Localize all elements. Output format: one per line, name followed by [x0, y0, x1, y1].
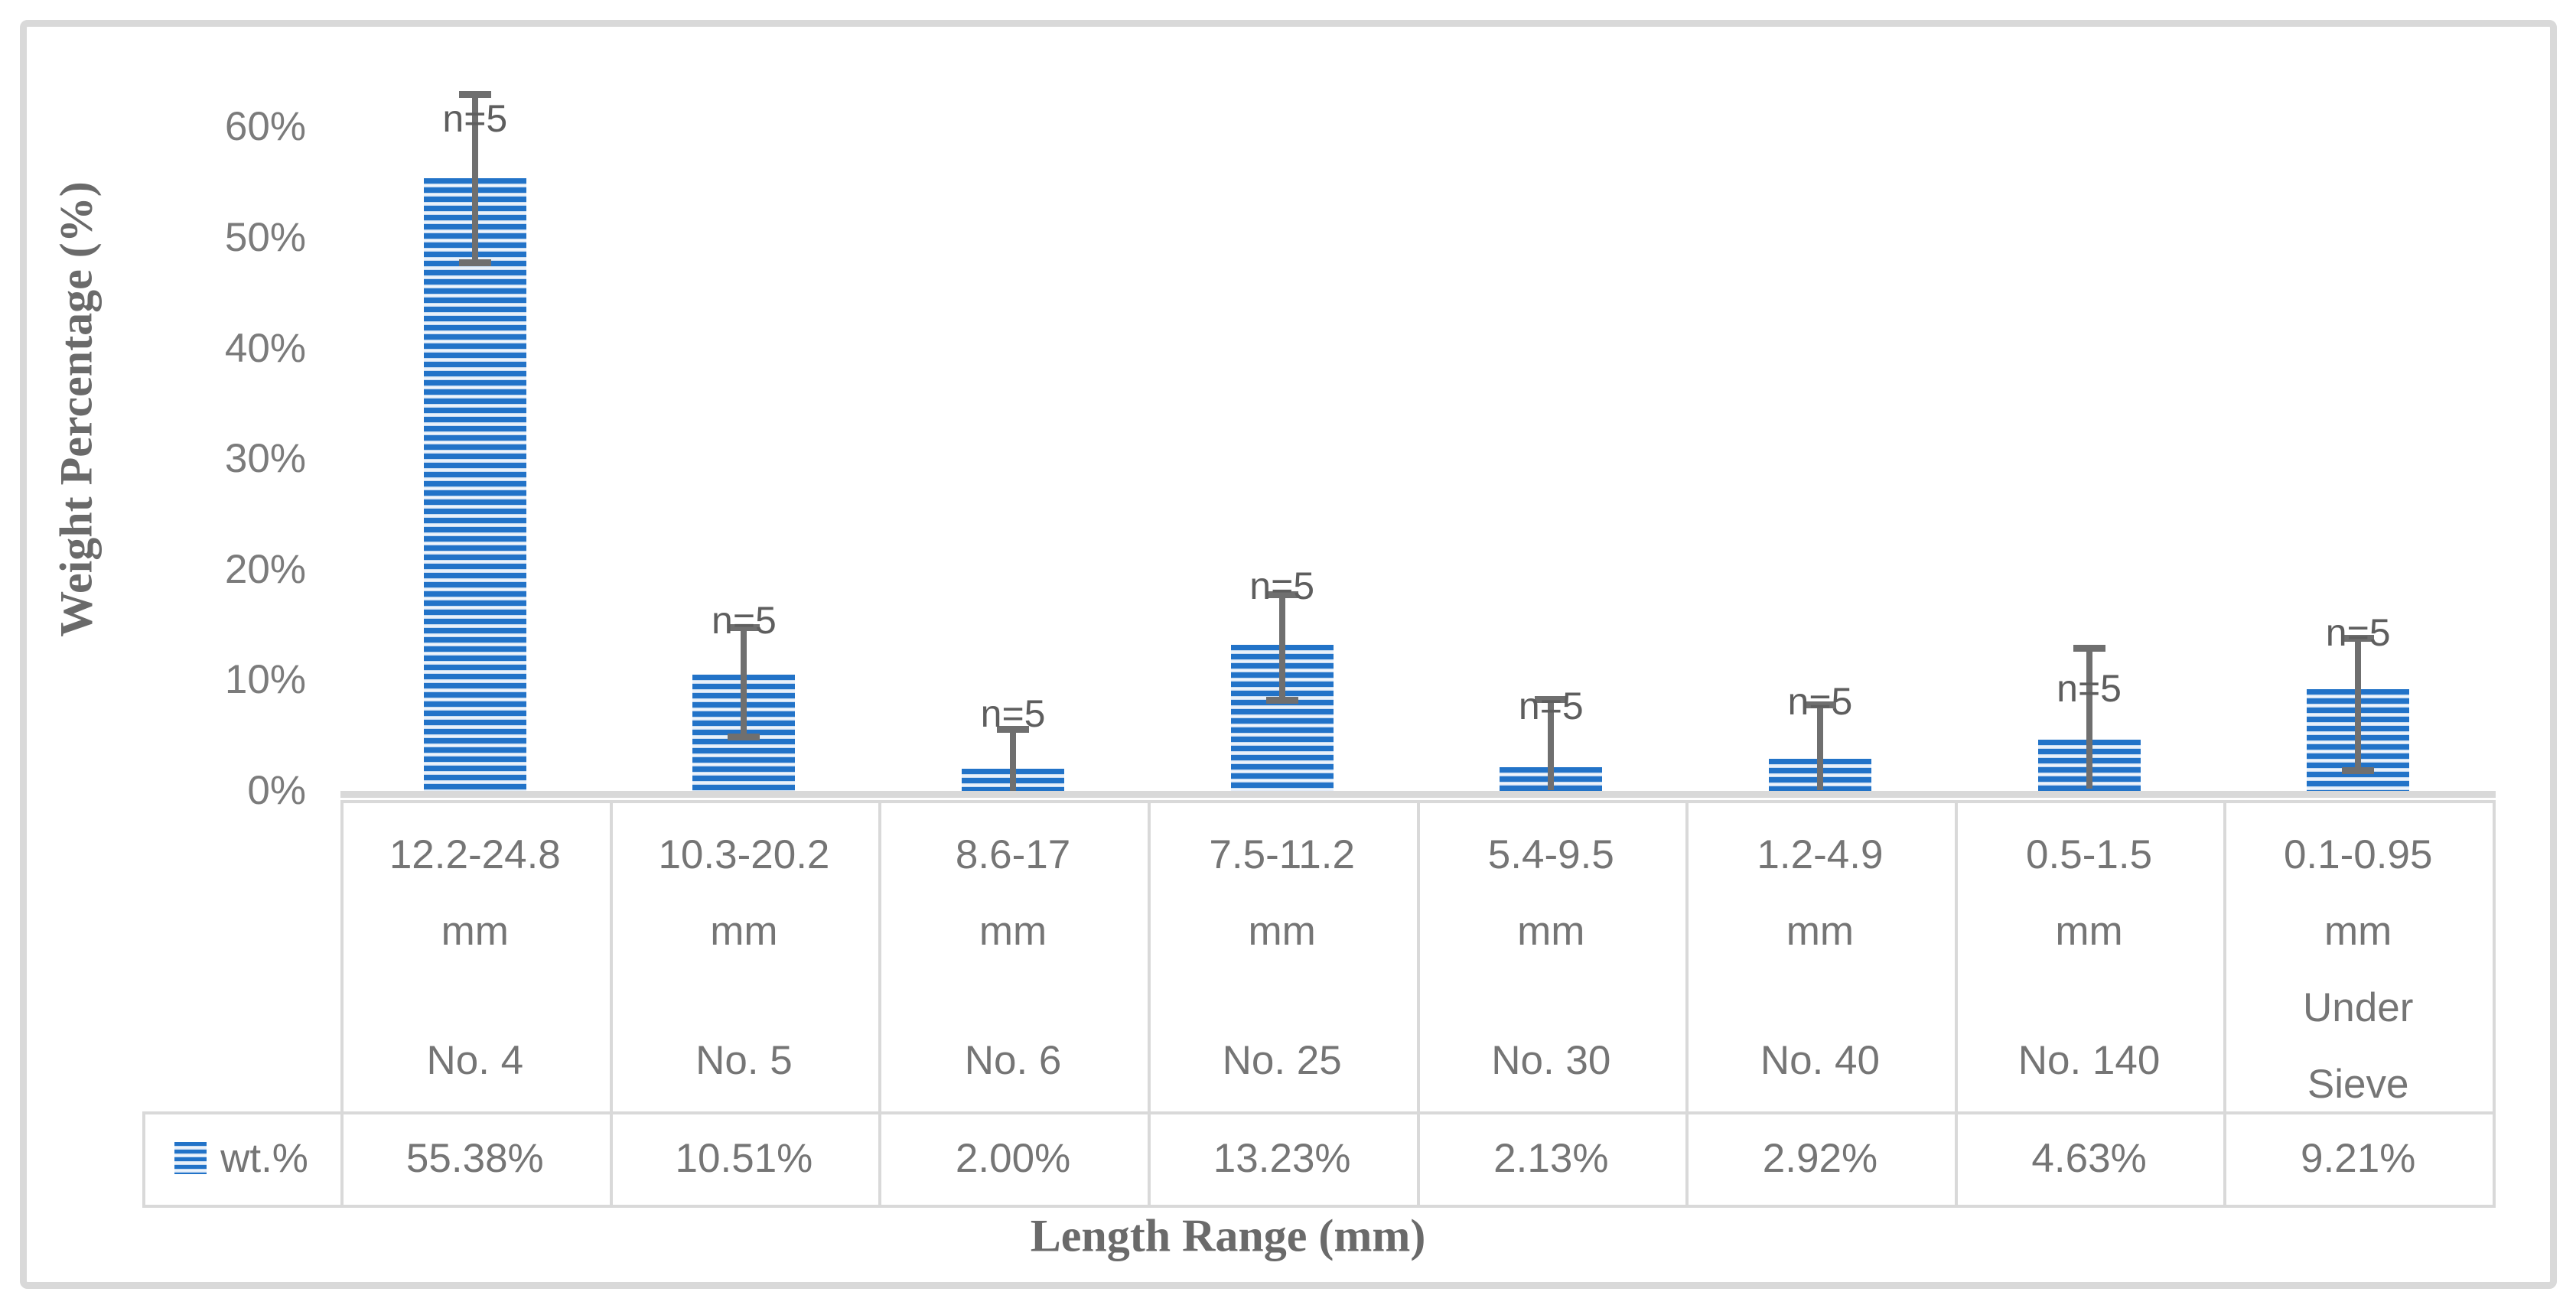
sample-size-label: n=5 [1518, 684, 1584, 727]
error-bar-whisker [2086, 648, 2092, 789]
category-sieve-label: No. 4 [426, 1038, 524, 1083]
sample-size-label: n=5 [1787, 679, 1853, 723]
error-bar-bottom-cap [458, 259, 491, 266]
category-range-label: 7.5-11.2 mm [1209, 832, 1355, 954]
error-bar-bottom-cap [2342, 766, 2375, 774]
category-sieve-label: No. 5 [695, 1038, 793, 1083]
table-column-border [1416, 800, 1420, 1208]
error-bar-whisker [1278, 594, 1285, 701]
error-bar-whisker [1010, 729, 1017, 791]
wt-percent-series-swatch-icon [174, 1142, 207, 1174]
table-column-border [609, 800, 613, 1208]
legend-label: wt.% [220, 1135, 308, 1181]
y-tick-label: 0% [247, 768, 306, 813]
category-sieve-label: No. 40 [1760, 1038, 1881, 1083]
error-bar-top-cap [2342, 635, 2375, 643]
category-header-cell: 10.3-20.2 mm No. 5 [613, 803, 876, 1108]
category-header-cell: 5.4-9.5 mm No. 30 [1420, 803, 1683, 1108]
category-range-label: 0.5-1.5 mm [2026, 832, 2153, 954]
category-header-cell: 8.6-17 mm No. 6 [881, 803, 1145, 1108]
y-tick-label: 50% [224, 215, 306, 260]
x-axis-line [340, 791, 2496, 798]
error-bar-top-cap [2073, 645, 2105, 652]
table-column-border [1954, 800, 1958, 1208]
category-sieve-label: No. 25 [1222, 1038, 1342, 1083]
sample-size-label: n=5 [1249, 565, 1315, 608]
category-range-label: 10.3-20.2 mm [658, 832, 830, 954]
error-bar-top-cap [997, 726, 1030, 734]
error-bar-top-cap [728, 623, 760, 631]
error-bar-whisker [1816, 704, 1823, 790]
table-row-separator [142, 1111, 2496, 1114]
sample-size-label: n=5 [442, 96, 508, 140]
error-bar-whisker [2355, 638, 2362, 770]
wt-percent-value-cell: 55.38% [405, 1135, 544, 1181]
table-column-border [878, 800, 882, 1208]
wt-percent-value-cell: 13.23% [1213, 1135, 1351, 1181]
y-tick-label: 40% [224, 325, 306, 371]
wt-percent-value-cell: 2.92% [1762, 1135, 1878, 1181]
y-tick-label: 60% [224, 104, 306, 150]
category-range-label: 0.1-0.95 mm [2283, 832, 2433, 954]
category-sieve-label: Under Sieve [2303, 985, 2414, 1107]
table-column-border [2223, 800, 2227, 1208]
wt-percent-value-cell: 10.51% [675, 1135, 813, 1181]
sample-size-label: n=5 [2325, 611, 2391, 655]
error-bar-top-cap [458, 91, 491, 99]
table-column-border [340, 800, 344, 1208]
sample-size-label: n=5 [980, 691, 1046, 735]
y-tick-label: 20% [224, 546, 306, 592]
y-tick-label: 10% [224, 657, 306, 703]
sample-size-label: n=5 [712, 599, 777, 643]
category-sieve-label: No. 6 [964, 1038, 1062, 1083]
category-header-cell: 0.1-0.95 mm Under Sieve [2226, 803, 2490, 1108]
category-header-cell: 12.2-24.8 mm No. 4 [344, 803, 607, 1108]
sample-size-label: n=5 [2057, 666, 2122, 710]
category-range-label: 1.2-4.9 mm [1757, 832, 1884, 954]
legend: wt.% [142, 1114, 340, 1202]
error-bar-whisker [741, 626, 747, 737]
category-header-cell: 0.5-1.5 mm No. 140 [1958, 803, 2221, 1108]
error-bar-top-cap [1535, 695, 1568, 703]
table-column-border [1685, 800, 1689, 1208]
table-column-border [2493, 800, 2496, 1208]
error-bar-top-cap [1803, 701, 1836, 709]
table-bottom-border [142, 1205, 2496, 1208]
y-tick-label: 30% [224, 436, 306, 482]
category-range-label: 5.4-9.5 mm [1487, 832, 1614, 954]
wt-percent-value-cell: 4.63% [2031, 1135, 2147, 1181]
category-header-cell: 7.5-11.2 mm No. 25 [1151, 803, 1414, 1108]
table-column-border [1147, 800, 1151, 1208]
error-bar-bottom-cap [728, 734, 760, 741]
category-header-cell: 1.2-4.9 mm No. 40 [1689, 803, 1952, 1108]
error-bar-bottom-cap [1265, 697, 1298, 704]
error-bar-top-cap [1265, 591, 1298, 598]
wt-percent-value-cell: 2.00% [955, 1135, 1071, 1181]
wt-percent-value-cell: 2.13% [1493, 1135, 1609, 1181]
category-range-label: 12.2-24.8 mm [389, 832, 561, 954]
category-sieve-label: No. 30 [1491, 1038, 1611, 1083]
y-axis-title: Weight Percentage (%) [50, 181, 102, 637]
error-bar-whisker [1548, 698, 1555, 790]
category-range-label: 8.6-17 mm [955, 832, 1071, 954]
category-sieve-label: No. 140 [2017, 1038, 2161, 1083]
wt-percent-value-cell: 9.21% [2301, 1135, 2416, 1181]
x-axis-title: Length Range (mm) [1030, 1210, 1426, 1261]
bar-wt-percent [423, 178, 526, 791]
table-left-border [142, 1111, 145, 1205]
error-bar-whisker [471, 94, 478, 262]
